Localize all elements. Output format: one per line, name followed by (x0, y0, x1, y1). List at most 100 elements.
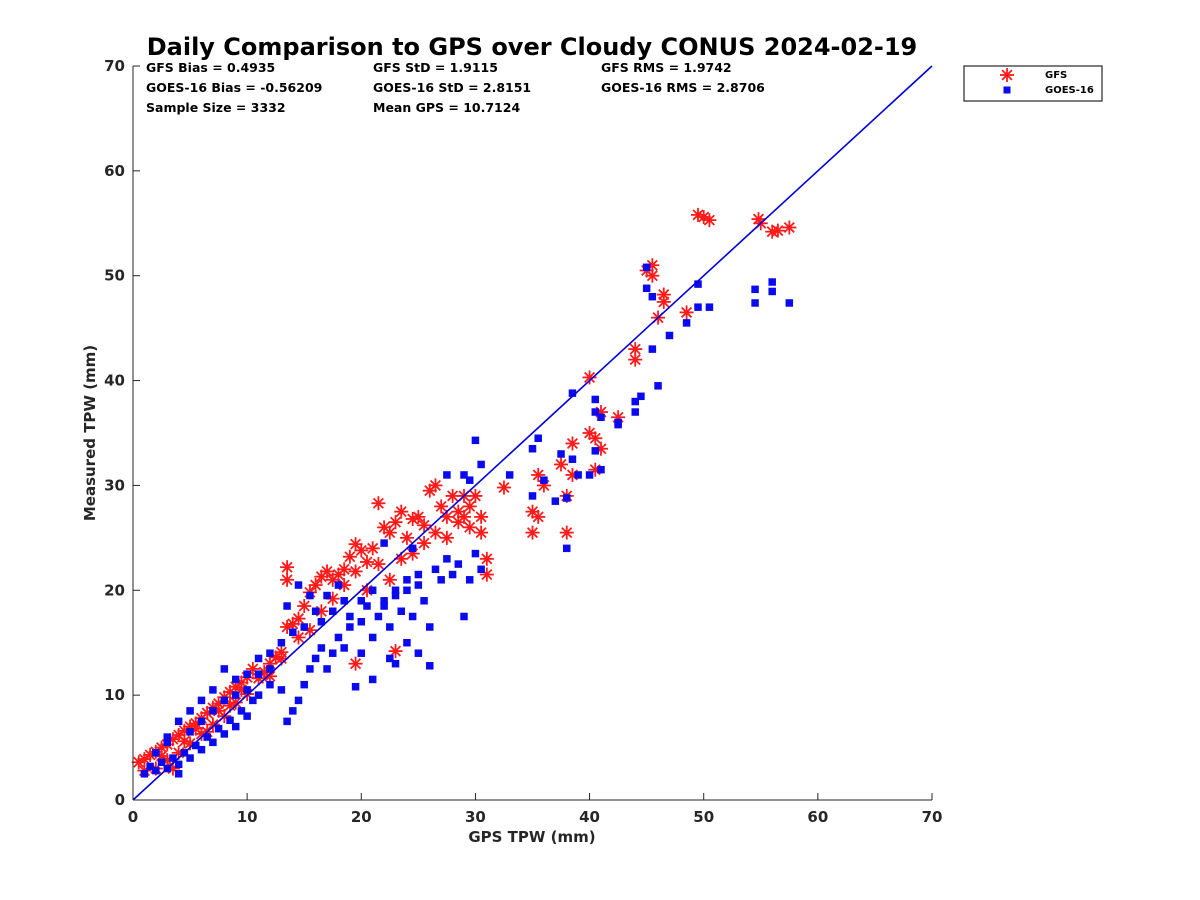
goes16-point (146, 762, 154, 771)
y-axis-ticks: 0 10 20 30 40 50 60 70 (104, 57, 140, 809)
goes16-point (391, 586, 400, 595)
goes16-point (340, 644, 348, 652)
goes16-point (785, 299, 794, 307)
goes16-point (163, 733, 171, 741)
stat-gfs-rms: GFS RMS = 1.9742 (601, 60, 732, 75)
y-tick-label: 0 (115, 791, 125, 809)
goes16-point (209, 738, 217, 747)
goes16-point (443, 471, 451, 479)
goes16-point (220, 730, 229, 738)
gfs-point (588, 431, 603, 446)
goes16-point (169, 754, 177, 762)
x-tick-label: 20 (351, 808, 372, 826)
goes16-point (768, 278, 776, 286)
y-tick-label: 30 (104, 476, 125, 494)
legend-gfs-label: GFS (1045, 70, 1067, 81)
gfs-point (297, 599, 312, 614)
goes16-point (562, 544, 571, 553)
goes16-point (426, 623, 434, 631)
goes16-point (266, 680, 274, 689)
gfs-point (702, 213, 717, 228)
goes16-point (197, 745, 206, 754)
goes16-point (357, 597, 366, 605)
x-axis-label: GPS TPW (mm) (468, 828, 595, 846)
goes16-point (557, 450, 565, 458)
gfs-point (782, 220, 797, 235)
gfs-point (280, 560, 295, 575)
goes16-point (568, 455, 577, 463)
goes16-point (408, 612, 417, 621)
gfs-point (399, 530, 414, 545)
goes16-point (380, 602, 388, 610)
goes16-point (329, 607, 337, 616)
goes16-point (574, 471, 582, 479)
x-tick-label: 50 (693, 808, 714, 826)
goes16-point (266, 665, 274, 673)
goes16-point (368, 675, 377, 684)
one-to-one-line (132, 65, 933, 801)
goes16-point (197, 717, 206, 726)
gfs-point (451, 515, 466, 530)
gfs-point (388, 515, 403, 530)
goes16-point (306, 665, 314, 673)
goes16-point (403, 638, 411, 647)
goes16-point (363, 602, 371, 610)
x-tick-label: 0 (128, 808, 138, 826)
gfs-point (531, 509, 546, 524)
goes16-point (597, 413, 605, 422)
gfs-point (371, 557, 386, 572)
goes16-point (751, 285, 759, 294)
goes16-point (414, 649, 423, 657)
gfs-point (525, 525, 540, 540)
goes16-point (334, 633, 343, 642)
gfs-point (479, 551, 494, 566)
y-tick-label: 10 (104, 686, 125, 704)
goes16-point (300, 623, 308, 631)
goes16-point (694, 303, 702, 311)
goes16-point (437, 576, 445, 584)
goes16-point (226, 716, 234, 725)
gfs-point (628, 342, 643, 357)
goes16-point (283, 602, 291, 610)
gfs-point (348, 656, 363, 671)
goes16-point (317, 617, 326, 626)
gfs-point (417, 518, 432, 533)
gfs-point (382, 572, 397, 587)
goes16-point (397, 607, 405, 616)
gfs-point (308, 578, 323, 593)
goes16-point (460, 471, 468, 479)
goes16-point (591, 447, 600, 455)
goes16-point (351, 683, 360, 691)
legend-box (963, 65, 1103, 102)
gfs-point (770, 223, 785, 238)
goes16-point (648, 345, 657, 353)
goes16-point (431, 565, 440, 574)
gfs-point (679, 305, 694, 320)
goes16-point (306, 591, 314, 600)
goes16-point (220, 696, 229, 705)
x-tick-label: 40 (579, 808, 600, 826)
stat-goes16-std: GOES-16 StD = 2.8151 (373, 80, 531, 95)
stat-sample-size: Sample Size = 3332 (146, 100, 286, 115)
goes16-point (220, 665, 229, 673)
goes16-point (152, 749, 160, 757)
goes16-point (465, 476, 474, 484)
gfs-point (417, 536, 432, 551)
goes16-point (186, 754, 194, 762)
goes16-point (637, 392, 645, 401)
goes16-point (642, 263, 651, 272)
gfs-point (628, 352, 643, 367)
goes16-point (289, 628, 297, 636)
goes16-point (192, 741, 200, 750)
goes16-point (465, 576, 474, 584)
goes16-point (591, 395, 600, 404)
gfs-point (354, 543, 369, 558)
goes16-point (528, 444, 537, 453)
goes16-point (231, 675, 240, 684)
goes16-point (551, 497, 560, 505)
goes16-point (368, 586, 377, 595)
y-tick-label: 70 (104, 57, 125, 75)
goes16-point (357, 617, 366, 626)
goes16-point (380, 539, 388, 547)
